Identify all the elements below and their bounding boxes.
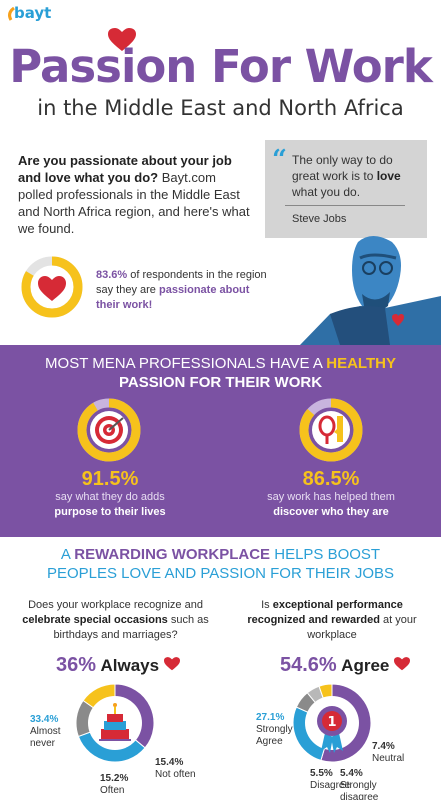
passionate-text: of respondents in the region say they ar… (96, 269, 267, 296)
quote-pre: The only way to do great work is to (292, 153, 393, 183)
band-heading-highlight: HEALTHY (326, 355, 396, 372)
celebrate-label-often: 15.2% Often (100, 773, 140, 797)
label-text: Strongly disagree (340, 780, 379, 800)
celebrate-donut-chart (75, 683, 155, 763)
target-icon (95, 416, 124, 444)
heart-icon (393, 657, 410, 671)
label-pct: 5.4% (340, 768, 363, 779)
quote-mark-icon: “ (272, 145, 287, 175)
purpose-value: 91.5% (81, 468, 139, 490)
identity-donut (299, 398, 363, 462)
reward-label-neutral: 7.4% Neutral (372, 741, 412, 765)
page-subtitle: in the Middle East and North Africa (37, 96, 404, 120)
label-pct: 5.5% (310, 768, 333, 779)
reward-question-bold: exceptional performance recognized and r… (247, 599, 403, 626)
quote-box (265, 140, 427, 238)
intro-paragraph: Are you passionate about your job and lo… (18, 152, 250, 237)
rewarding-heading-line1: A REWARDING WORKPLACE HELPS BOOST (0, 546, 441, 563)
label-pct: 15.4% (155, 757, 184, 768)
label-pct: 7.4% (372, 741, 395, 752)
logo-swoosh-icon (8, 7, 15, 21)
mirror-icon (318, 415, 343, 444)
label-text: Often (100, 785, 125, 796)
rewarding-pre: A (60, 546, 75, 563)
reward-donut-chart: 1 (292, 683, 372, 763)
intro-lead: Are you passionate about your job and lo… (18, 153, 232, 185)
reward-headline-pct: 54.6% (280, 654, 337, 676)
page-title: Passion For Work (9, 40, 433, 93)
label-text: Strongly Agree (256, 724, 293, 747)
label-text: Not often (155, 769, 196, 780)
celebrate-question: Does your workplace recognize and celebr… (8, 598, 223, 643)
celebrate-headline-word: Always (100, 656, 160, 675)
label-text: Neutral (372, 753, 405, 764)
quote-text: The only way to do great work is to love… (292, 152, 422, 200)
passionate-highlight: passionate about their work! (96, 284, 250, 311)
reward-label-disagree: 5.5% Disagree (310, 768, 350, 792)
heart-icon (38, 276, 66, 301)
passion-donut (21, 256, 83, 318)
celebrate-label-almost-never: 33.4% Almost never (30, 714, 80, 750)
passionate-stat: 83.6% of respondents in the region say t… (96, 268, 271, 313)
label-pct: 27.1% (256, 712, 285, 723)
reward-label-strongly-agree: 27.1% Strongly Agree (256, 712, 296, 748)
cake-icon (99, 703, 131, 741)
label-pct: 33.4% (30, 714, 59, 725)
heart-icon (163, 657, 180, 671)
celebrate-label-not-often: 15.4% Not often (155, 757, 215, 781)
identity-line1: say work has helped them (267, 491, 395, 503)
identity-line2: discover who they are (273, 506, 389, 518)
celebrate-question-pre: Does your workplace recognize and (28, 599, 203, 611)
band-heading-pre: MOST MENA PROFESSIONALS HAVE A (45, 355, 327, 372)
portrait-heart-icon (392, 314, 404, 326)
celebrate-question-bold: celebrate special occasions (22, 614, 168, 626)
reward-question-pre: Is (261, 599, 273, 611)
logo-text: bayt (14, 4, 52, 22)
reward-label-strongly-disagree: 5.4% Strongly disagree (340, 768, 400, 800)
passionate-value: 83.6% (96, 269, 128, 281)
bayt-logo[interactable]: bayt (6, 4, 66, 26)
reward-headline-word: Agree (341, 656, 390, 675)
quote-author: Steve Jobs (292, 213, 347, 225)
band-heading-line1: MOST MENA PROFESSIONALS HAVE A HEALTHY (0, 355, 441, 372)
reward-question-post: at your workplace (307, 614, 417, 641)
celebrate-question-post: such as birthdays and marriages? (53, 614, 209, 641)
quote-divider (285, 205, 405, 206)
rewarding-heading-line2: PEOPLES LOVE AND PASSION FOR THEIR JOBS (46, 565, 395, 582)
label-pct: 15.2% (100, 773, 129, 784)
healthy-passion-band (0, 345, 441, 537)
purpose-line1: say what they do adds (55, 491, 165, 503)
heart-icon (108, 28, 136, 51)
celebrate-headline-pct: 36% (56, 654, 97, 676)
purpose-donut (77, 398, 141, 462)
purpose-line2: purpose to their lives (54, 506, 166, 518)
celebrate-headline: 36% Always (56, 654, 196, 677)
rewarding-highlight: REWARDING WORKPLACE (74, 546, 271, 563)
portrait-illustration (300, 236, 441, 345)
identity-value: 86.5% (302, 468, 360, 490)
label-text: Disagree (310, 780, 351, 791)
quote-post: what you do. (292, 185, 361, 199)
svg-text:1: 1 (327, 715, 336, 730)
quote-emphasis: love (376, 169, 401, 183)
medal-icon: 1 (317, 706, 347, 753)
intro-body: Bayt.com polled professionals in the Mid… (18, 170, 250, 236)
rewarding-post: HELPS BOOST (270, 546, 381, 563)
label-text: Almost never (30, 726, 61, 749)
reward-headline: 54.6% Agree (280, 654, 420, 677)
band-heading-line2: PASSION FOR THEIR WORK (118, 374, 323, 391)
reward-question: Is exceptional performance recognized an… (232, 598, 432, 643)
